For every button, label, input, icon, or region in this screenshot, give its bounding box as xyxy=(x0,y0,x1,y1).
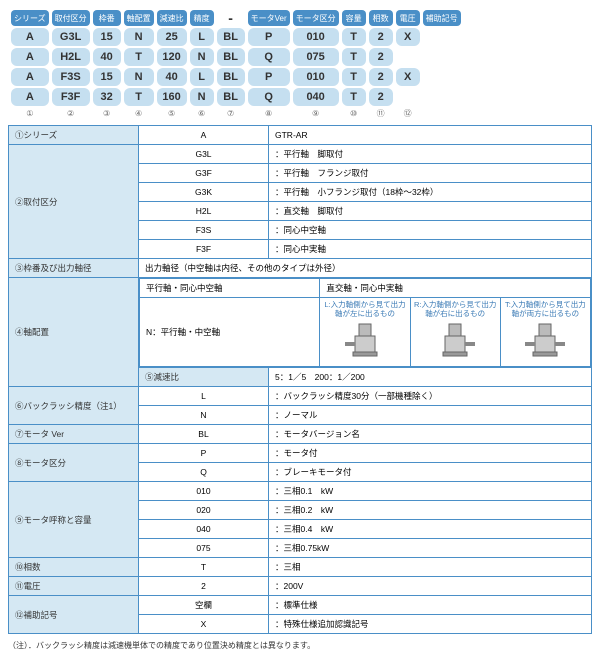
header-cell: 枠番 xyxy=(93,10,121,26)
header-cell: 減速比 xyxy=(157,10,187,26)
code-cell: BL xyxy=(217,68,245,86)
spec-table: ①シリーズAGTR-AR ②取付区分G3L：平行軸 脚取付G3F：平行軸 フラン… xyxy=(8,125,592,634)
code-cell: F3F xyxy=(52,88,90,106)
header-cell: 精度 xyxy=(190,10,214,26)
code-cell: X xyxy=(396,28,420,46)
code-cell: T xyxy=(124,48,154,66)
spec-label: ⑧モータ区分 xyxy=(9,444,139,482)
header-cell: シリーズ xyxy=(11,10,49,26)
model-code-table: シリーズ取付区分枠番軸配置減速比精度-モータVerモータ区分容量相数電圧補助記号… xyxy=(8,8,464,121)
code-cell: BL xyxy=(217,28,245,46)
code-cell: X xyxy=(396,68,420,86)
code-cell: A xyxy=(11,68,49,86)
code-cell: L xyxy=(190,68,214,86)
code-cell: BL xyxy=(217,48,245,66)
code-cell: A xyxy=(11,48,49,66)
code-cell: G3L xyxy=(52,28,90,46)
code-cell xyxy=(396,88,420,106)
code-cell xyxy=(396,48,420,66)
code-cell: N xyxy=(124,28,154,46)
code-cell: 010 xyxy=(293,28,339,46)
code-cell: P xyxy=(248,68,290,86)
code-cell: 2 xyxy=(369,28,393,46)
code-cell: Q xyxy=(248,88,290,106)
code-cell: 075 xyxy=(293,48,339,66)
header-cell: 補助記号 xyxy=(423,10,461,26)
spec-label: ①シリーズ xyxy=(9,126,139,145)
spec-label: ⑫補助記号 xyxy=(9,596,139,634)
code-cell: 160 xyxy=(157,88,187,106)
code-cell: T xyxy=(342,68,366,86)
code-cell: T xyxy=(342,28,366,46)
header-cell: 容量 xyxy=(342,10,366,26)
code-cell: A xyxy=(11,28,49,46)
code-cell: F3S xyxy=(52,68,90,86)
code-cell: 120 xyxy=(157,48,187,66)
code-cell: N xyxy=(124,68,154,86)
code-cell: H2L xyxy=(52,48,90,66)
header-cell: 軸配置 xyxy=(124,10,154,26)
code-cell: 2 xyxy=(369,48,393,66)
code-cell: 010 xyxy=(293,68,339,86)
code-cell: 15 xyxy=(93,28,121,46)
code-cell: L xyxy=(190,28,214,46)
header-cell: 相数 xyxy=(369,10,393,26)
code-cell: BL xyxy=(217,88,245,106)
spec-label: ⑨モータ呼称と容量 xyxy=(9,482,139,558)
code-cell: A xyxy=(11,88,49,106)
spec-label: ⑥バックラッシ精度（注1） xyxy=(9,387,139,425)
spec-label: ②取付区分 xyxy=(9,145,139,259)
code-cell: 15 xyxy=(93,68,121,86)
header-cell: モータVer xyxy=(248,10,290,26)
code-cell: 40 xyxy=(93,48,121,66)
header-cell: モータ区分 xyxy=(293,10,339,26)
header-cell: 取付区分 xyxy=(52,10,90,26)
code-cell: 040 xyxy=(293,88,339,106)
code-cell: Q xyxy=(248,48,290,66)
code-cell: 32 xyxy=(93,88,121,106)
code-cell: N xyxy=(190,88,214,106)
motor-icon xyxy=(521,320,569,364)
code-cell: 2 xyxy=(369,88,393,106)
motor-icon xyxy=(431,320,479,364)
motor-icon xyxy=(341,320,389,364)
header-cell: 電圧 xyxy=(396,10,420,26)
code-cell: T xyxy=(342,88,366,106)
code-cell: T xyxy=(342,48,366,66)
code-cell: 25 xyxy=(157,28,187,46)
code-cell: T xyxy=(124,88,154,106)
code-cell: P xyxy=(248,28,290,46)
footnote: （注）．バックラッシ精度は減速機単体での精度であり位置決め精度とは異なります。 xyxy=(8,640,592,651)
code-cell: N xyxy=(190,48,214,66)
code-cell: 40 xyxy=(157,68,187,86)
code-cell: 2 xyxy=(369,68,393,86)
